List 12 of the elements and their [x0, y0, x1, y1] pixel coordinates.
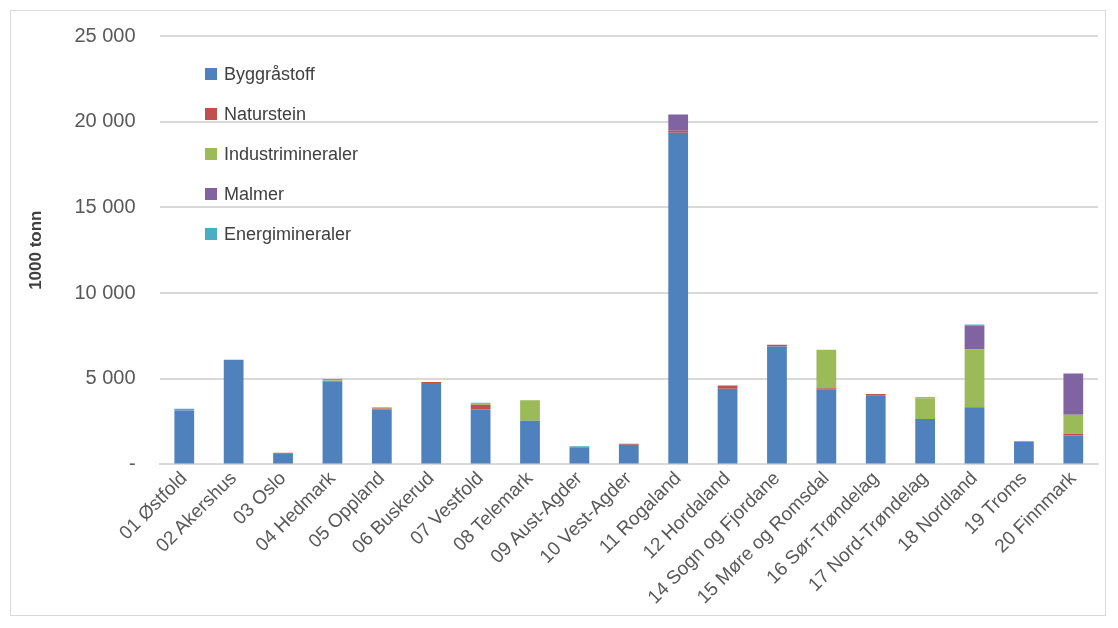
legend-label: Industrimineraler: [224, 143, 359, 166]
legend-label: Malmer: [224, 183, 285, 206]
y-tick-label: 10 000: [74, 280, 136, 303]
y-tick-label: 15 000: [74, 194, 136, 217]
y-tick-label: -: [128, 451, 136, 474]
y-tick-label: 5 000: [85, 366, 136, 389]
y-tick-label: 25 000: [74, 23, 136, 46]
legend-label: Naturstein: [224, 103, 307, 126]
y-tick-label: 20 000: [74, 109, 136, 132]
legend-label: Energimineraler: [224, 223, 352, 246]
legend-label: Byggråstoff: [224, 63, 315, 86]
y-axis-title: 1000 tonn: [25, 210, 45, 290]
